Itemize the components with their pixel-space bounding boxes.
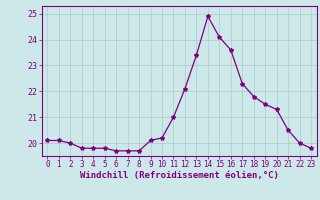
- X-axis label: Windchill (Refroidissement éolien,°C): Windchill (Refroidissement éolien,°C): [80, 171, 279, 180]
